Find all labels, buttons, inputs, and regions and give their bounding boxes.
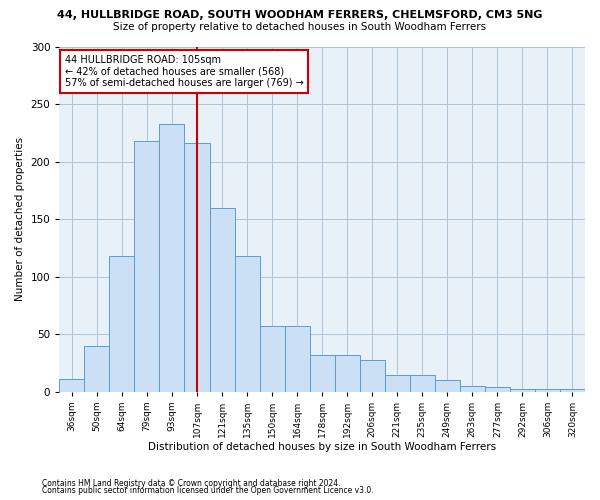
Text: 44 HULLBRIDGE ROAD: 105sqm
← 42% of detached houses are smaller (568)
57% of sem: 44 HULLBRIDGE ROAD: 105sqm ← 42% of deta…: [65, 55, 304, 88]
Bar: [360, 360, 385, 392]
Bar: [485, 387, 510, 392]
Bar: [435, 380, 460, 392]
Bar: [109, 256, 134, 392]
Bar: [134, 141, 160, 392]
Bar: [460, 386, 485, 392]
Bar: [160, 124, 184, 392]
Text: Contains HM Land Registry data © Crown copyright and database right 2024.: Contains HM Land Registry data © Crown c…: [42, 478, 341, 488]
Bar: [385, 376, 410, 392]
Y-axis label: Number of detached properties: Number of detached properties: [15, 137, 25, 301]
Bar: [209, 208, 235, 392]
Bar: [560, 389, 585, 392]
Text: Size of property relative to detached houses in South Woodham Ferrers: Size of property relative to detached ho…: [113, 22, 487, 32]
Bar: [235, 256, 260, 392]
Bar: [59, 379, 85, 392]
Bar: [184, 143, 209, 392]
Bar: [260, 326, 284, 392]
Bar: [310, 354, 335, 392]
Bar: [284, 326, 310, 392]
Text: Contains public sector information licensed under the Open Government Licence v3: Contains public sector information licen…: [42, 486, 374, 495]
X-axis label: Distribution of detached houses by size in South Woodham Ferrers: Distribution of detached houses by size …: [148, 442, 496, 452]
Bar: [510, 389, 535, 392]
Bar: [410, 376, 435, 392]
Bar: [335, 354, 360, 392]
Bar: [535, 389, 560, 392]
Bar: [85, 346, 109, 392]
Text: 44, HULLBRIDGE ROAD, SOUTH WOODHAM FERRERS, CHELMSFORD, CM3 5NG: 44, HULLBRIDGE ROAD, SOUTH WOODHAM FERRE…: [57, 10, 543, 20]
